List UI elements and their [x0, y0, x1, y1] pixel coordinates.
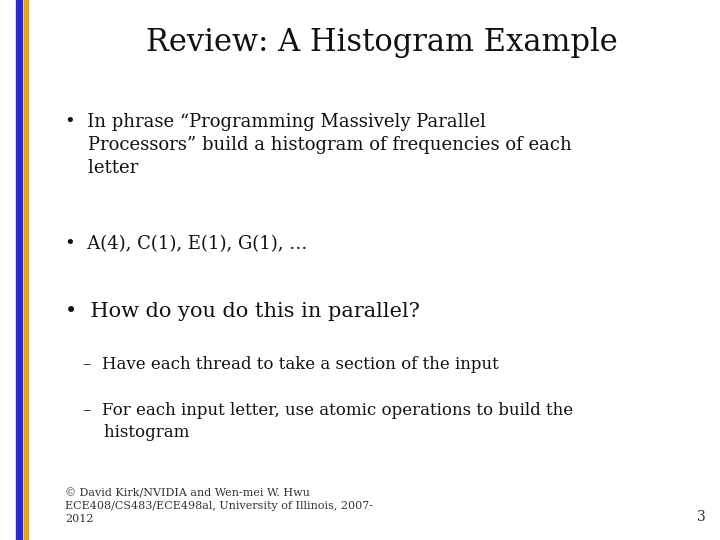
Text: –  For each input letter, use atomic operations to build the
    histogram: – For each input letter, use atomic oper… — [83, 402, 573, 441]
Text: –  Have each thread to take a section of the input: – Have each thread to take a section of … — [83, 356, 498, 373]
Text: •  A(4), C(1), E(1), G(1), …: • A(4), C(1), E(1), G(1), … — [65, 235, 307, 253]
Text: Review: A Histogram Example: Review: A Histogram Example — [145, 27, 618, 58]
Text: 3: 3 — [697, 510, 706, 524]
Text: •  How do you do this in parallel?: • How do you do this in parallel? — [65, 302, 420, 321]
Text: © David Kirk/NVIDIA and Wen-mei W. Hwu
ECE408/CS483/ECE498al, University of Illi: © David Kirk/NVIDIA and Wen-mei W. Hwu E… — [65, 489, 373, 524]
Text: •  In phrase “Programming Massively Parallel
    Processors” build a histogram o: • In phrase “Programming Massively Paral… — [65, 113, 572, 177]
